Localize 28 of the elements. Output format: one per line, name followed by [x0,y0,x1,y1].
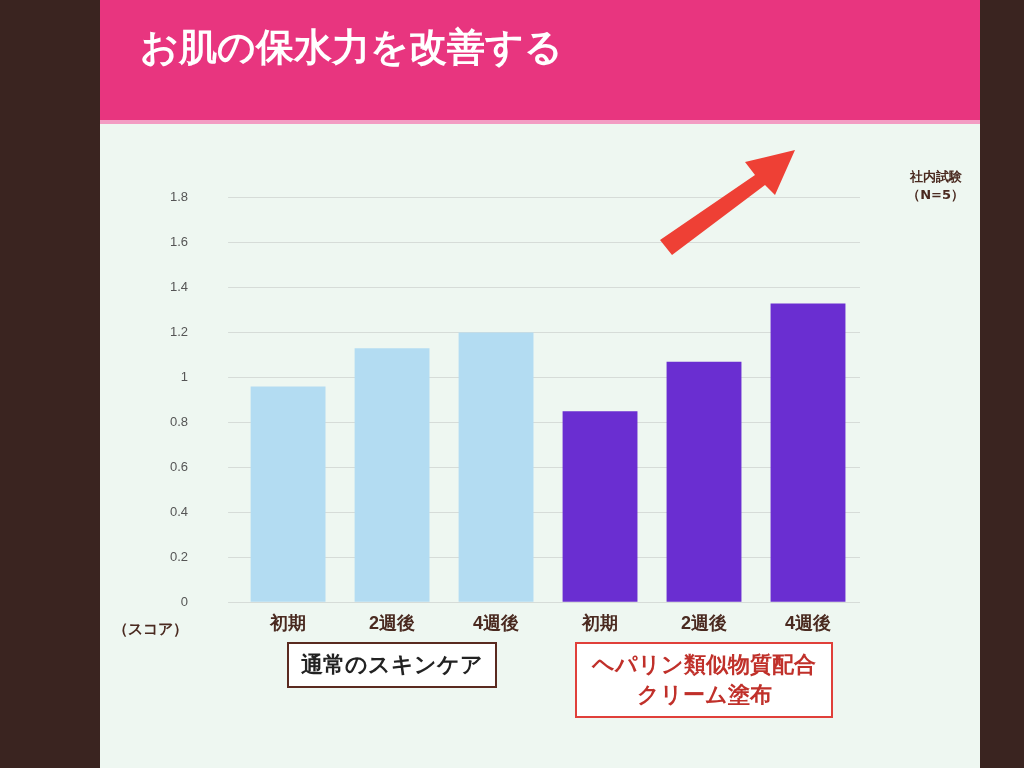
bar [250,386,326,602]
y-tick-label: 1.6 [169,234,189,250]
bar [562,411,638,602]
x-tick-label: 2週後 [369,612,416,633]
y-tick-label: 0.8 [169,414,189,430]
x-tick-label: 4週後 [785,612,832,633]
y-tick-label: 1 [180,369,189,385]
y-tick-label: 0.4 [169,503,189,519]
bar [354,348,430,602]
x-tick-label: 4週後 [473,612,520,633]
text: 通常のスキンケア [287,642,498,689]
y-tick-label: 1.4 [169,279,189,295]
text: ヘパリン類似物質配合クリーム塗布 [575,642,834,719]
y-axis-title: （スコア） [112,620,188,639]
x-tick-label: 2週後 [681,612,728,633]
y-tick-label: 0 [180,593,189,609]
text: （N=5） [907,186,964,204]
chart-title: お肌の保水力を改善する [140,24,563,71]
y-tick-label: 0.2 [169,548,189,564]
x-tick-label: 初期 [581,612,619,633]
bar [458,332,534,602]
y-tick-label: 1.2 [169,324,189,340]
text: 社内試験 [908,168,963,186]
y-tick-label: 0.6 [169,458,189,474]
bar [770,303,846,602]
y-tick-label: 1.8 [169,189,189,205]
x-tick-label: 初期 [269,612,307,633]
bar [666,361,742,602]
